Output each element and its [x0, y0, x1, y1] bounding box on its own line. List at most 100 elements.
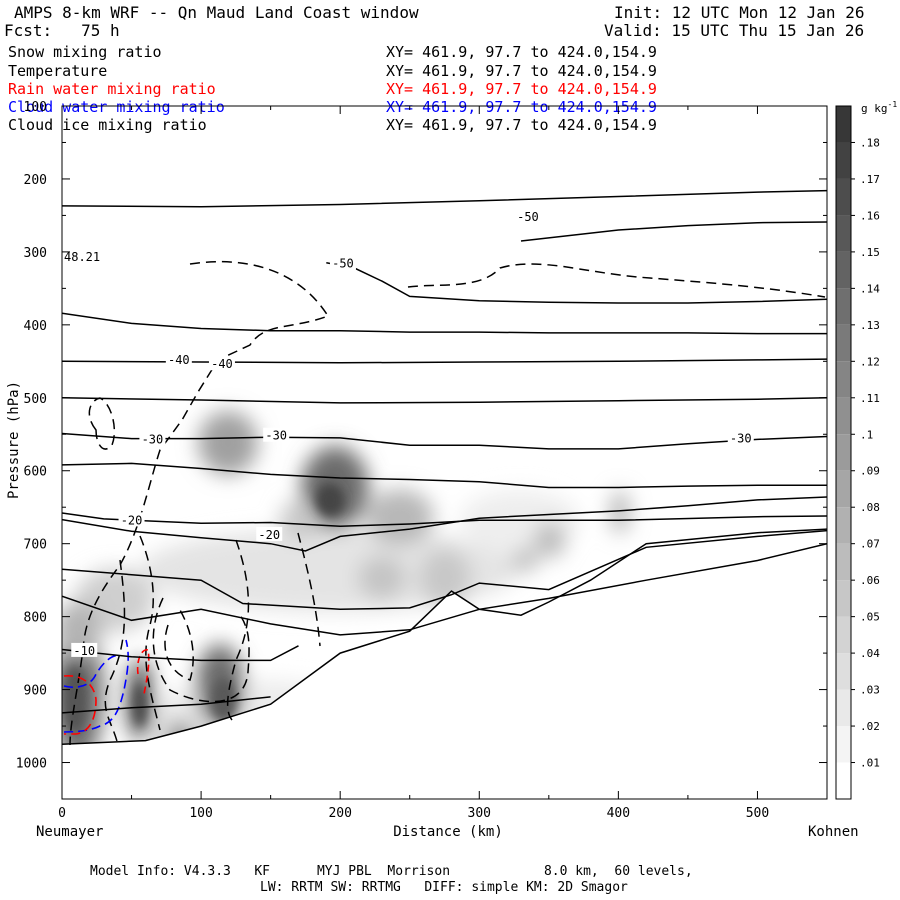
contour-layer: -50 -50 -40 -40 -30 -30 -30 -20 -20 -10 [62, 189, 827, 746]
temperature-contour [62, 542, 827, 636]
colorbar-level-label: .05 [860, 611, 880, 624]
shading-blob [358, 556, 406, 600]
cloud-water-contour [63, 654, 121, 689]
shading-blob [419, 548, 471, 608]
legend-snow-name: Snow mixing ratio [8, 43, 162, 61]
y-tick-label: 1000 [16, 757, 47, 772]
legend-rain-xy: XY= 461.9, 97.7 to 424.0,154.9 [386, 80, 657, 98]
colorbar-level-label: .18 [860, 136, 880, 149]
temperature-label: -20 [121, 513, 143, 527]
right-end-label: Kohnen [808, 824, 859, 840]
colorbar-cell [836, 543, 851, 581]
colorbar-level-label: .08 [860, 501, 880, 514]
contour-label-bg [727, 430, 754, 445]
contour-label-bg [139, 431, 166, 446]
colorbar-level-label: .1 [860, 428, 873, 441]
colorbar-frame [835, 105, 852, 800]
x-axis-label: Distance (km) [393, 824, 503, 840]
marker-value-label: 48.21 [64, 250, 100, 264]
contour-label-bg [514, 208, 541, 223]
shading-blob [198, 411, 258, 475]
contour-label-bg [256, 526, 283, 541]
colorbar-cell [836, 689, 851, 727]
snow-contour-dashed [226, 539, 250, 721]
y-tick-label: 500 [24, 392, 47, 407]
temperature-contour [62, 312, 827, 335]
colorbar-level-label: .16 [860, 209, 880, 222]
temperature-contour [62, 512, 827, 527]
colorbar-cell [836, 397, 851, 435]
snow-contour-dashed [152, 597, 250, 703]
legend-cloud-water-name: Cloud water mixing ratio [8, 98, 225, 116]
mixing-ratio-shading [62, 411, 827, 799]
terrain-line [62, 528, 827, 746]
temperature-label: -30 [142, 432, 164, 446]
colorbar-cell [836, 142, 851, 179]
init-time: Init: 12 UTC Mon 12 Jan 26 [614, 3, 865, 22]
temperature-contour [62, 696, 271, 714]
shading-core [316, 484, 344, 516]
legend-temperature-xy: XY= 461.9, 97.7 to 424.0,154.9 [386, 62, 657, 80]
y-tick-label: 400 [24, 319, 47, 334]
colorbar-cell [836, 580, 851, 617]
x-tick-label: 500 [746, 806, 769, 821]
temperature-label: -10 [73, 644, 95, 658]
colorbar-level-label: .06 [860, 574, 880, 587]
temperature-contour [520, 221, 827, 242]
colorbar-cell [836, 324, 851, 362]
colorbar-level-label: .03 [860, 684, 880, 697]
contour-label-bg [329, 255, 356, 270]
temperature-contour [62, 358, 827, 364]
shading-blob [511, 548, 539, 572]
colorbar-level-label: .07 [860, 538, 880, 551]
temperature-contour [62, 462, 827, 489]
y-tick-label: 900 [24, 684, 47, 699]
colorbar-cell [836, 470, 851, 508]
temperature-label: -20 [258, 528, 280, 542]
colorbar-cell [836, 616, 851, 654]
colorbar-cell [836, 361, 851, 398]
colorbar-level-label: .09 [860, 465, 880, 478]
temperature-label: -30 [730, 432, 752, 446]
colorbar-cell [836, 215, 851, 252]
colorbar-cell [836, 507, 851, 544]
colorbar-cell [836, 762, 851, 799]
axes-layer: 100 200 300 400 500 600 700 800 900 1000 0 100 200 30… [16, 100, 827, 821]
colorbar-level-label: .12 [860, 355, 880, 368]
shading-blob [534, 522, 566, 558]
model-info-line1: Model Info: V4.3.3 KF MYJ PBL Morrison 8… [90, 864, 693, 879]
x-tick-label: 300 [468, 806, 491, 821]
colorbar-level-label: .13 [860, 319, 880, 332]
colorbar-cell [836, 653, 851, 690]
shading-blob [366, 489, 434, 545]
temperature-contour [62, 496, 827, 552]
model-info-line2: LW: RRTM SW: RRTMG DIFF: simple KM: 2D S… [260, 880, 628, 895]
colorbar-level-label: .04 [860, 647, 880, 660]
plot-frame [61, 105, 828, 800]
colorbar-cell [836, 726, 851, 763]
temperature-label: -50 [517, 210, 539, 224]
shading-blob [280, 500, 320, 540]
temperature-label: -40 [211, 357, 233, 371]
colorbar-level-label: .15 [860, 246, 880, 259]
temperature-contour [62, 645, 299, 662]
colorbar-unit: g kg-1 [861, 100, 897, 115]
y-tick-label: 700 [24, 538, 47, 553]
contour-label-bg [71, 642, 98, 657]
forecast-hour: Fcst: 75 h [4, 21, 120, 40]
legend-cloud-ice-xy: XY= 461.9, 97.7 to 424.0,154.9 [386, 116, 657, 134]
contour-label-bg [208, 356, 235, 371]
shading-core [133, 683, 147, 727]
snow-contour-dashed [104, 559, 126, 746]
temperature-contour [62, 432, 827, 450]
snow-contour-dashed [407, 263, 826, 298]
temperature-contour [62, 529, 827, 611]
temperature-contour [326, 262, 827, 304]
snow-contour-dashed [164, 609, 194, 681]
legend-cloud-ice-name: Cloud ice mixing ratio [8, 116, 207, 134]
legend-temperature-name: Temperature [8, 62, 108, 80]
contour-label-bg [118, 512, 145, 527]
colorbar-level-label: .17 [860, 173, 880, 186]
y-tick-label: 600 [24, 465, 47, 480]
